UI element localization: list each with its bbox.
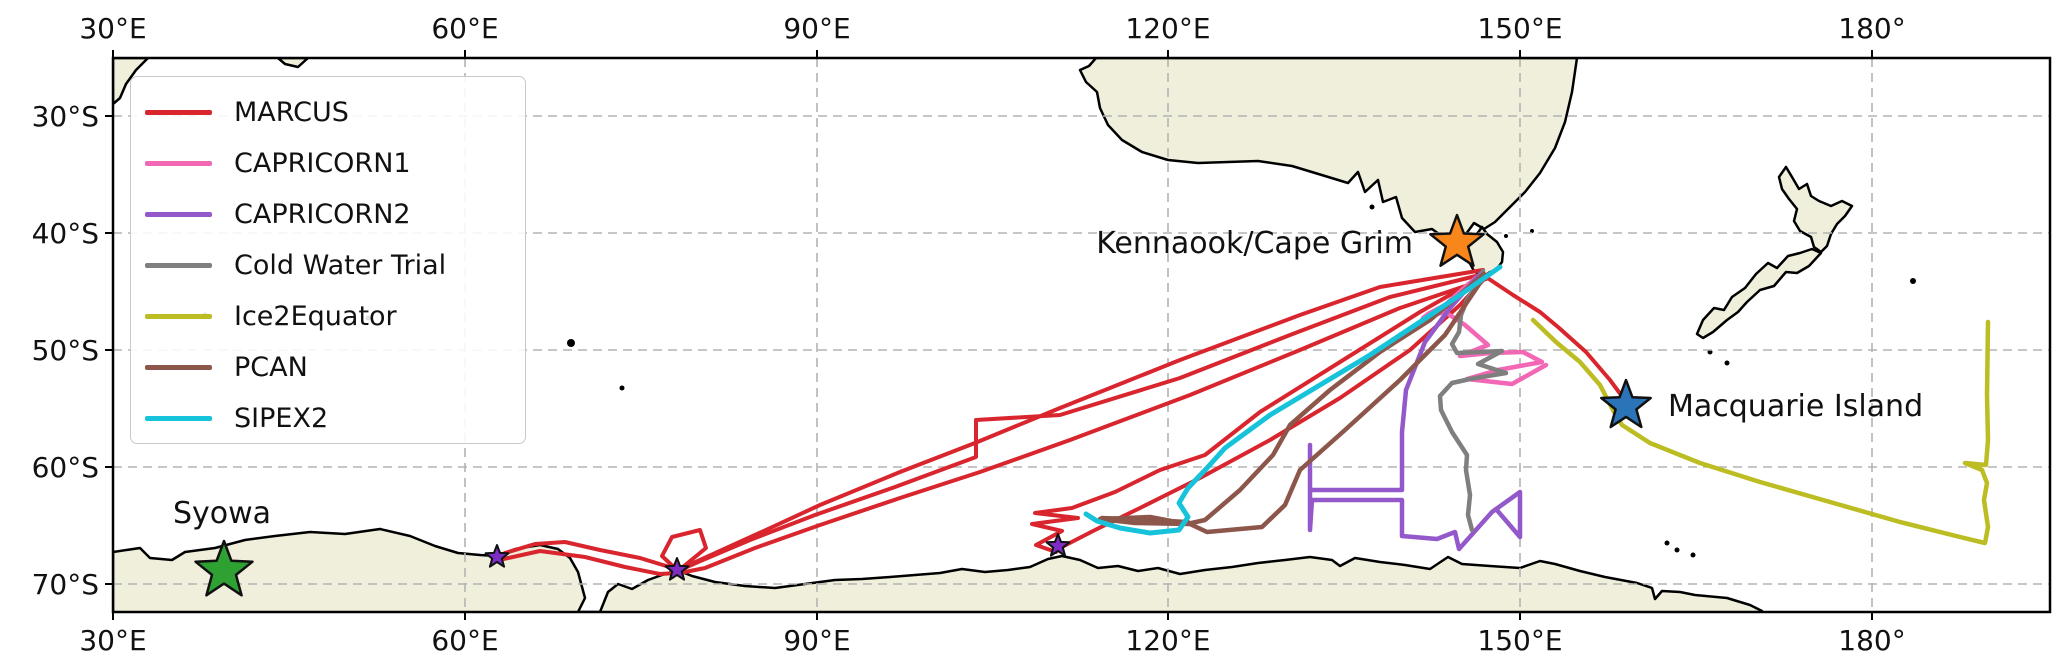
x-tick-label-bottom: 150°E <box>1477 624 1562 657</box>
islet <box>1664 540 1670 546</box>
track-segment <box>1083 264 1503 536</box>
y-tick-label: 50°S <box>32 334 99 367</box>
islet <box>1910 278 1916 284</box>
legend-line-swatch <box>145 212 212 217</box>
coastline-madagascar-tip <box>276 58 310 69</box>
track-segment <box>1530 317 1991 546</box>
coastline-nz-north-island <box>1777 165 1854 254</box>
small-station-star-icon <box>664 557 690 581</box>
legend-item-label: CAPRICORN1 <box>234 148 411 179</box>
legend: MARCUS CAPRICORN1 CAPRICORN2 Cold Water Tri… <box>130 76 526 444</box>
x-tick-label-top: 60°E <box>431 12 498 45</box>
x-tick-label-bottom: 60°E <box>431 624 498 657</box>
x-tick-label-top: 30°E <box>79 12 146 45</box>
coastline-australia <box>1078 58 1579 241</box>
station-star-icon-macquarie-island <box>1600 378 1652 429</box>
small-station-star-icon <box>1045 533 1071 557</box>
track-segment <box>676 272 1486 573</box>
track-segment <box>497 549 679 576</box>
islet <box>1690 552 1696 558</box>
legend-line-swatch <box>145 416 212 421</box>
x-tick-label-bottom: 180° <box>1838 624 1905 657</box>
track-cold-water-trial <box>1437 268 1509 533</box>
track-pcan <box>1097 271 1487 535</box>
legend-item-marcus: MARCUS <box>145 87 525 138</box>
coastline-nz-south-island <box>1695 247 1823 340</box>
x-tick-label-bottom: 30°E <box>79 624 146 657</box>
track-segment <box>678 277 1488 575</box>
islet <box>619 385 625 391</box>
islet <box>1530 229 1534 233</box>
legend-item-label: Cold Water Trial <box>234 250 447 281</box>
islet <box>1724 360 1730 366</box>
legend-item-pcan: PCAN <box>145 342 525 393</box>
station-label: Macquarie Island <box>1668 389 1923 424</box>
islet <box>1674 547 1680 553</box>
track-capricorn2 <box>1307 270 1523 552</box>
track-segment <box>1484 275 1629 405</box>
small-station-star-icon <box>484 544 510 568</box>
legend-item-capricorn1: CAPRICORN1 <box>145 138 525 189</box>
legend-line-swatch <box>145 365 212 370</box>
legend-item-label: SIPEX2 <box>234 403 329 434</box>
x-tick-label-top: 180° <box>1838 12 1905 45</box>
track-segment <box>1437 268 1509 533</box>
track-segment <box>1099 515 1191 525</box>
track-sipex2 <box>1083 264 1503 536</box>
station-star-icon-kennaook-cape-grim <box>1429 213 1485 267</box>
coastline-antarctica <box>113 527 1764 612</box>
y-tick-label: 60°S <box>32 451 99 484</box>
islet <box>1369 204 1375 210</box>
track-ice2equator <box>1530 317 1991 546</box>
map-inner <box>113 58 2050 612</box>
legend-item-cold-water-trial: Cold Water Trial <box>145 240 525 291</box>
x-tick-label-top: 120°E <box>1125 12 1210 45</box>
legend-line-swatch <box>145 110 212 115</box>
legend-line-swatch <box>145 314 212 319</box>
x-tick-label-bottom: 120°E <box>1125 624 1210 657</box>
station-label: Kennaook/Cape Grim <box>1096 226 1413 261</box>
islet <box>567 339 575 347</box>
station-star-icon-syowa <box>194 539 254 597</box>
stations-layer: Syowa Kennaook/Cape Grim Macquarie Island <box>173 213 1923 597</box>
legend-item-label: MARCUS <box>234 97 349 128</box>
legend-item-label: PCAN <box>234 352 308 383</box>
station-label: Syowa <box>173 496 271 531</box>
track-segment <box>676 268 1485 572</box>
legend-item-ice2equator: Ice2Equator <box>145 291 525 342</box>
legend-line-swatch <box>145 263 212 268</box>
axes-frame <box>111 56 2052 614</box>
y-tick-label: 70°S <box>32 568 99 601</box>
legend-item-label: CAPRICORN2 <box>234 199 411 230</box>
y-tick-label: 30°S <box>32 100 99 133</box>
legend-line-swatch <box>145 161 212 166</box>
legend-item-sipex2: SIPEX2 <box>145 393 525 444</box>
coastline-south-africa-corner <box>113 58 150 106</box>
track-segment <box>1030 273 1487 554</box>
y-tick-label: 40°S <box>32 217 99 250</box>
track-segment <box>660 528 708 573</box>
islet <box>1504 234 1508 238</box>
legend-item-label: Ice2Equator <box>234 301 397 332</box>
x-tick-label-top: 150°E <box>1477 12 1562 45</box>
x-tick-label-top: 90°E <box>783 12 850 45</box>
track-segment <box>1307 270 1523 552</box>
x-tick-label-bottom: 90°E <box>783 624 850 657</box>
legend-item-capricorn2: CAPRICORN2 <box>145 189 525 240</box>
